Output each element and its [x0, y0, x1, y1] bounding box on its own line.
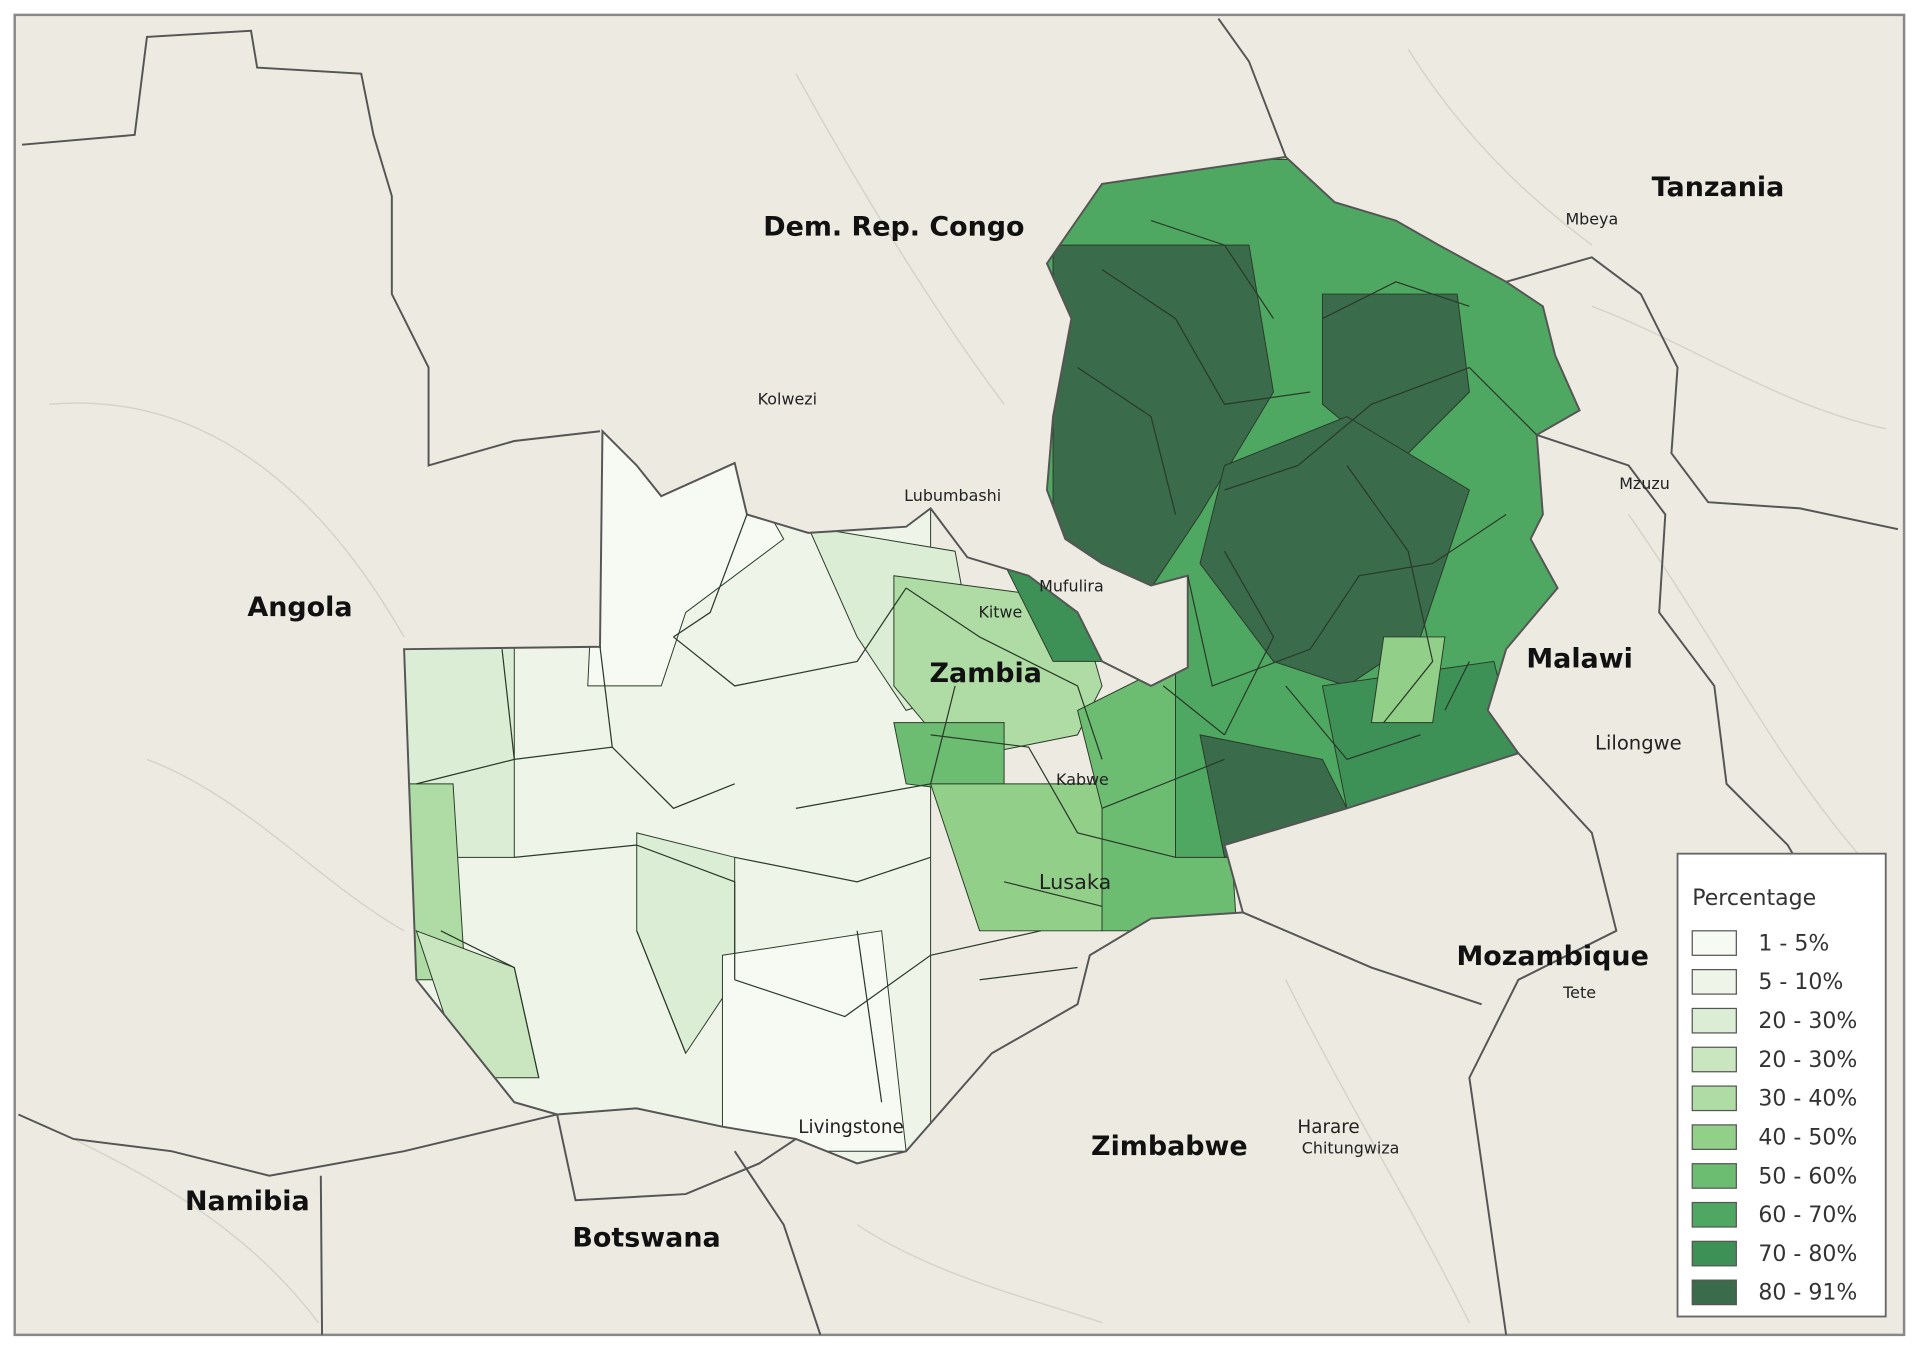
- faint-roads: [48, 48, 1886, 1324]
- legend-swatch: [1691, 1085, 1737, 1112]
- country-label: Botswana: [572, 1223, 720, 1254]
- legend-swatch: [1691, 1124, 1737, 1150]
- legend-swatch: [1691, 930, 1737, 956]
- place-labels: Dem. Rep. Congo Tanzania Angola Zambia M…: [185, 172, 1784, 1254]
- city-label: Mbeya: [1565, 209, 1618, 228]
- city-label: Kolwezi: [758, 389, 817, 408]
- country-label: Angola: [247, 592, 352, 623]
- legend-swatch: [1691, 1046, 1737, 1073]
- city-label: Tete: [1562, 983, 1596, 1002]
- city-label: Chitungwiza: [1302, 1139, 1400, 1158]
- legend-label: 40 - 50%: [1758, 1125, 1857, 1150]
- legend-label: 20 - 30%: [1758, 1009, 1857, 1034]
- legend-label: 1 - 5%: [1758, 931, 1829, 956]
- legend-swatch: [1691, 1240, 1737, 1267]
- legend-swatch: [1691, 1279, 1737, 1306]
- city-label: Kabwe: [1056, 770, 1109, 789]
- legend-label: 70 - 80%: [1758, 1242, 1857, 1267]
- city-label: Lusaka: [1039, 870, 1111, 894]
- legend-label: 20 - 30%: [1758, 1048, 1857, 1073]
- country-label: Mozambique: [1456, 941, 1648, 972]
- country-label: Zimbabwe: [1091, 1131, 1248, 1162]
- city-label: Mufulira: [1039, 577, 1104, 596]
- city-label: Mzuzu: [1619, 474, 1670, 493]
- city-label: Lilongwe: [1595, 732, 1682, 755]
- zambia-border: [403, 155, 1581, 1165]
- country-label: Dem. Rep. Congo: [763, 211, 1024, 242]
- legend-swatch: [1691, 1201, 1737, 1228]
- legend-label: 60 - 70%: [1758, 1203, 1857, 1228]
- city-label: Harare: [1297, 1117, 1359, 1138]
- legend-label: 5 - 10%: [1758, 970, 1843, 995]
- legend-title: Percentage: [1692, 886, 1816, 911]
- legend-label: 50 - 60%: [1758, 1164, 1857, 1189]
- legend-swatch: [1691, 969, 1737, 995]
- city-label: Lubumbashi: [904, 486, 1001, 505]
- district: [636, 832, 736, 1055]
- legend-swatch: [1691, 1163, 1737, 1189]
- country-label: Namibia: [185, 1186, 310, 1217]
- country-label: Zambia: [930, 658, 1042, 689]
- legend-label: 30 - 40%: [1758, 1087, 1857, 1112]
- legend-swatch: [1691, 1007, 1737, 1034]
- district-lines: [416, 220, 1538, 1103]
- district: [1370, 636, 1446, 724]
- legend-label: 80 - 91%: [1758, 1281, 1857, 1306]
- country-label: Malawi: [1526, 644, 1632, 675]
- district: [1321, 293, 1470, 467]
- city-label: Livingstone: [798, 1117, 904, 1138]
- city-label: Kitwe: [978, 602, 1022, 621]
- legend: Percentage 1 - 5% 5 - 10% 20 - 30% 20 - 30%…: [1676, 852, 1887, 1318]
- country-label: Tanzania: [1652, 172, 1785, 203]
